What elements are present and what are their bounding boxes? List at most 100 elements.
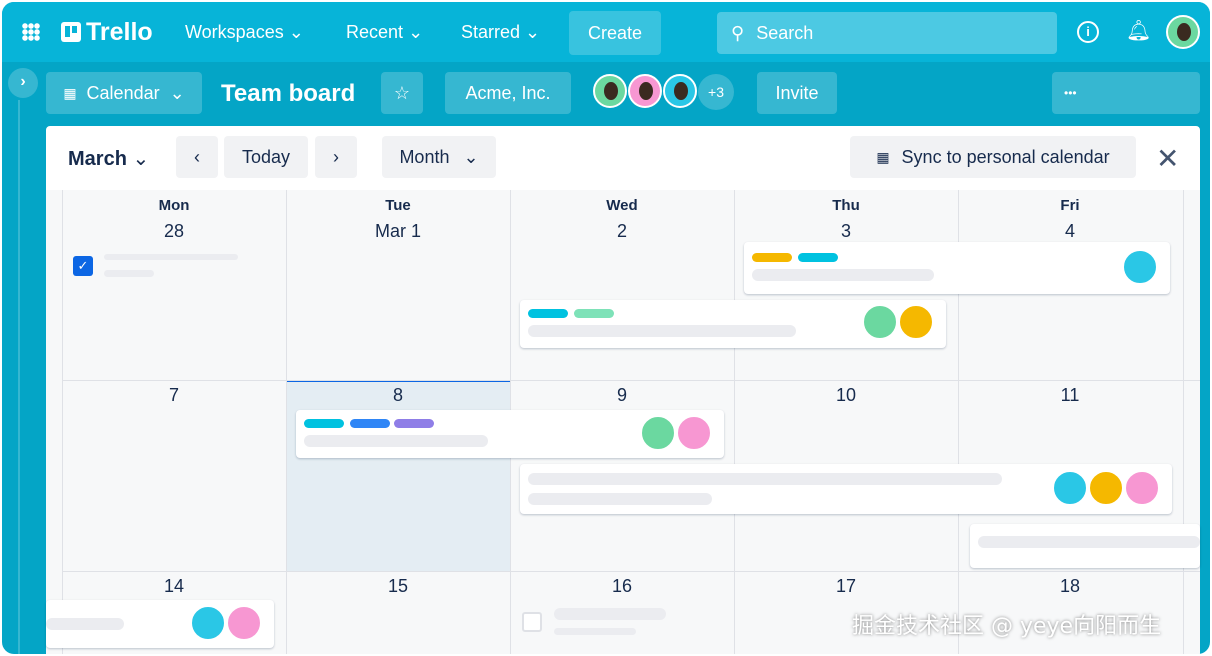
day-number[interactable]: 11 xyxy=(1060,385,1080,405)
trello-logo[interactable]: Trello xyxy=(86,18,153,46)
chevron-left-icon: ‹ xyxy=(194,146,200,167)
view-mode-label: Month xyxy=(399,146,450,167)
event-card[interactable] xyxy=(520,464,1172,514)
calendar-grid: Mon Tue Wed Thu Fri 28 Mar 1 2 3 4 7 8 9… xyxy=(46,190,1200,654)
view-label: Calendar xyxy=(86,82,160,103)
day-number[interactable]: 3 xyxy=(840,221,851,241)
sync-calendar-button[interactable]: ▦ Sync to personal calendar xyxy=(850,136,1136,178)
search-input[interactable]: ⚲ Search xyxy=(717,12,1057,54)
month-picker[interactable]: March ⌄ xyxy=(68,146,149,171)
chevron-down-icon: ⌄ xyxy=(463,146,479,167)
card-title-placeholder xyxy=(46,618,124,630)
user-avatar[interactable] xyxy=(1166,15,1200,49)
weekday-wed: Wed xyxy=(606,197,638,214)
event-card[interactable] xyxy=(520,300,946,348)
bell-icon[interactable]: 🔔︎ xyxy=(1126,20,1152,42)
create-button[interactable]: Create xyxy=(569,11,661,55)
day-number[interactable]: 28 xyxy=(163,221,185,241)
day-number[interactable]: 15 xyxy=(387,576,409,596)
event-card[interactable] xyxy=(296,410,724,458)
day-number[interactable]: Mar 1 xyxy=(374,221,421,241)
checkbox-checked-icon[interactable]: ✓ xyxy=(73,256,93,276)
card-member-avatar xyxy=(1124,470,1160,506)
day-number[interactable]: 9 xyxy=(616,385,627,405)
selected-day-cell[interactable] xyxy=(286,380,510,571)
weekday-fri: Fri xyxy=(1060,197,1080,214)
more-members-badge[interactable]: +3 xyxy=(698,74,734,110)
card-member-avatar xyxy=(226,605,262,641)
card-title-placeholder xyxy=(304,435,488,447)
label-green xyxy=(574,309,614,318)
event-card[interactable] xyxy=(970,524,1200,568)
chevron-down-icon: ⌄ xyxy=(288,22,304,42)
card-member-avatar xyxy=(1052,470,1088,506)
star-icon: ☆ xyxy=(393,82,411,103)
chevron-down-icon: ⌄ xyxy=(132,148,150,170)
search-placeholder: Search xyxy=(756,22,814,43)
calendar-panel: March ⌄ ‹ Today › Month ⌄ ▦ Sync to person… xyxy=(46,126,1200,654)
recent-label: Recent xyxy=(346,22,404,42)
day-number[interactable]: 16 xyxy=(611,576,633,596)
member-avatar[interactable] xyxy=(593,74,627,108)
card-member-avatar xyxy=(1088,470,1124,506)
close-icon[interactable]: ✕ xyxy=(1156,143,1180,174)
invite-button[interactable]: Invite xyxy=(757,72,837,114)
chevron-down-icon: ⌄ xyxy=(169,82,185,103)
label-cyan xyxy=(528,309,568,318)
workspaces-menu[interactable]: Workspaces ⌄ xyxy=(185,22,304,43)
more-menu-button[interactable]: ••• xyxy=(1052,72,1200,114)
calendar-icon: ▦ xyxy=(63,84,77,101)
event-card[interactable] xyxy=(744,242,1170,294)
board-title[interactable]: Team board xyxy=(221,80,356,107)
day-number[interactable]: 17 xyxy=(835,576,857,596)
member-avatar[interactable] xyxy=(628,74,662,108)
view-mode-select[interactable]: Month ⌄ xyxy=(382,136,496,178)
card-member-avatar xyxy=(862,304,898,340)
prev-button[interactable]: ‹ xyxy=(176,136,218,178)
view-switcher[interactable]: ▦ Calendar ⌄ xyxy=(46,72,202,114)
card-title-placeholder xyxy=(752,269,934,281)
calendar-icon: ▦ xyxy=(876,148,890,165)
label-blue xyxy=(350,419,390,428)
day-number[interactable]: 2 xyxy=(616,221,627,241)
starred-menu[interactable]: Starred ⌄ xyxy=(461,22,540,43)
sidebar-rail xyxy=(18,100,20,654)
day-number[interactable]: 18 xyxy=(1059,576,1081,596)
sync-label: Sync to personal calendar xyxy=(901,146,1110,167)
day-number[interactable]: 8 xyxy=(392,385,403,405)
card-member-avatar xyxy=(1122,249,1158,285)
chevron-right-icon: › xyxy=(333,146,339,167)
task-placeholder xyxy=(104,254,238,260)
card-title-placeholder xyxy=(528,325,796,337)
card-member-avatar xyxy=(898,304,934,340)
apps-grid-icon[interactable] xyxy=(22,23,40,41)
workspace-button[interactable]: Acme, Inc. xyxy=(445,72,571,114)
weekday-thu: Thu xyxy=(832,197,860,214)
day-number[interactable]: 4 xyxy=(1064,221,1075,241)
event-card[interactable] xyxy=(46,600,274,648)
workspaces-label: Workspaces xyxy=(185,22,284,42)
month-label: March xyxy=(68,148,127,170)
member-avatar[interactable] xyxy=(663,74,697,108)
sidebar-toggle[interactable]: › xyxy=(8,68,38,98)
day-number[interactable]: 10 xyxy=(835,385,857,405)
trello-logo-icon xyxy=(61,22,81,42)
label-purple xyxy=(394,419,434,428)
day-number[interactable]: 14 xyxy=(163,576,185,596)
day-number[interactable]: 7 xyxy=(168,385,179,405)
starred-label: Starred xyxy=(461,22,521,42)
label-yellow xyxy=(752,253,792,262)
checkbox-unchecked-icon[interactable] xyxy=(522,612,542,632)
card-title-placeholder xyxy=(528,493,712,505)
star-button[interactable]: ☆ xyxy=(381,72,423,114)
next-button[interactable]: › xyxy=(315,136,357,178)
chevron-down-icon: ⌄ xyxy=(525,22,541,42)
label-cyan xyxy=(798,253,838,262)
recent-menu[interactable]: Recent ⌄ xyxy=(346,22,423,43)
info-icon[interactable]: i xyxy=(1077,21,1099,43)
weekday-tue: Tue xyxy=(385,197,411,214)
label-cyan xyxy=(304,419,344,428)
weekday-mon: Mon xyxy=(158,197,190,214)
today-button[interactable]: Today xyxy=(224,136,308,178)
